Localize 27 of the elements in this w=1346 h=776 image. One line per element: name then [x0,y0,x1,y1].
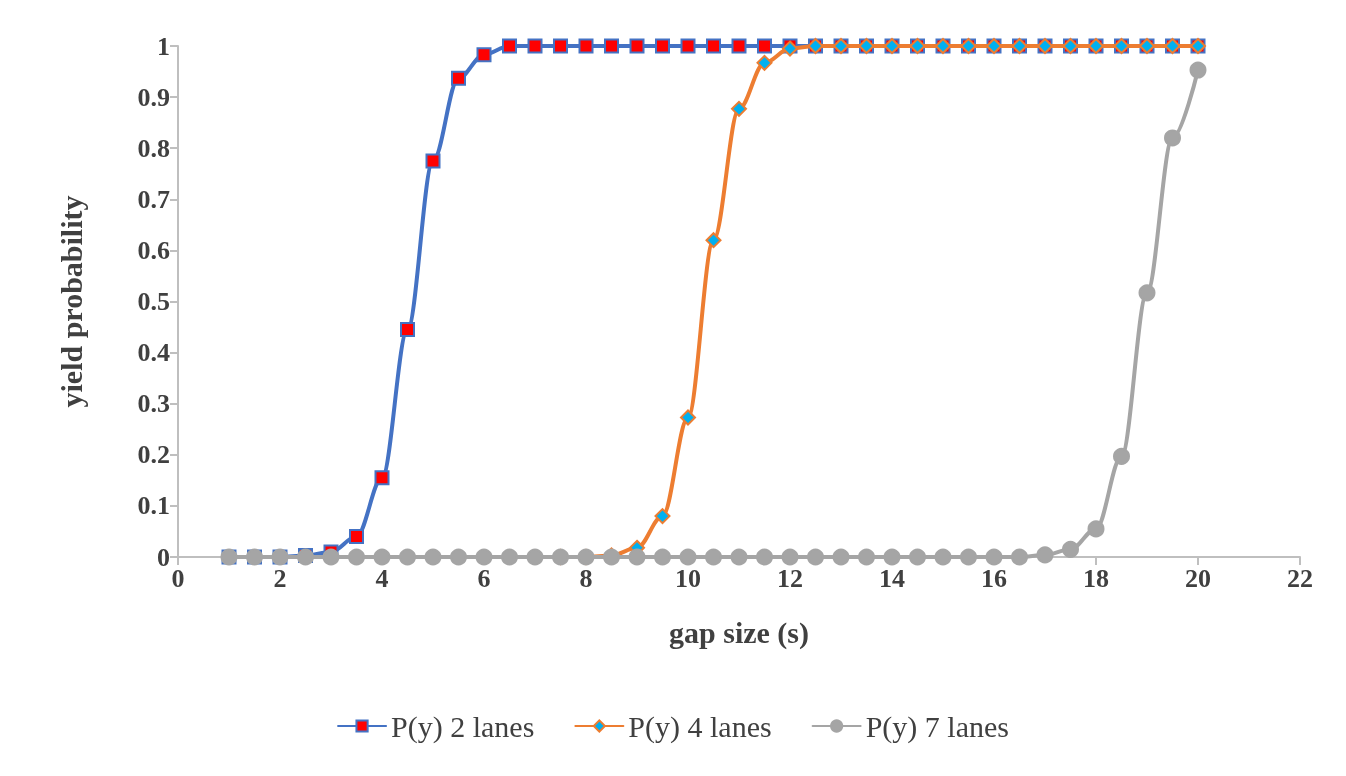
y-tick-label: 0.4 [137,338,170,368]
legend-label: P(y) 2 lanes [391,709,535,744]
x-tick-label: 20 [1185,563,1211,593]
y-tick-label: 0.5 [137,287,170,316]
x-tick-label: 14 [879,563,905,593]
x-tick-label: 16 [981,563,1007,593]
y-tick-label: 0.9 [137,82,170,112]
y-tick-label: 0.2 [137,440,170,470]
x-axis-title: gap size (s) [669,615,809,650]
x-tick-label: 12 [777,563,803,593]
x-tick-label: 2 [273,563,287,593]
x-tick-label: 6 [477,563,491,593]
y-tick-label: 0.1 [137,491,170,521]
legend-label: P(y) 7 lanes [865,709,1009,744]
x-tick-label: 8 [579,563,593,593]
y-axis-title: yield probability [54,195,88,408]
x-tick-label: 4 [375,563,389,593]
legend-label: P(y) 4 lanes [628,709,772,744]
y-tick-label: 0 [157,542,170,572]
y-tick-label: 0.8 [137,133,170,163]
y-tick-label: 1 [157,31,170,61]
y-tick-label: 0.3 [137,389,170,419]
x-tick-label: 10 [675,563,701,593]
x-tick-label: 22 [1287,563,1313,593]
y-tick-label: 0.6 [137,235,170,265]
y-tick-label: 0.7 [137,184,170,214]
x-tick-label: 18 [1083,563,1109,593]
